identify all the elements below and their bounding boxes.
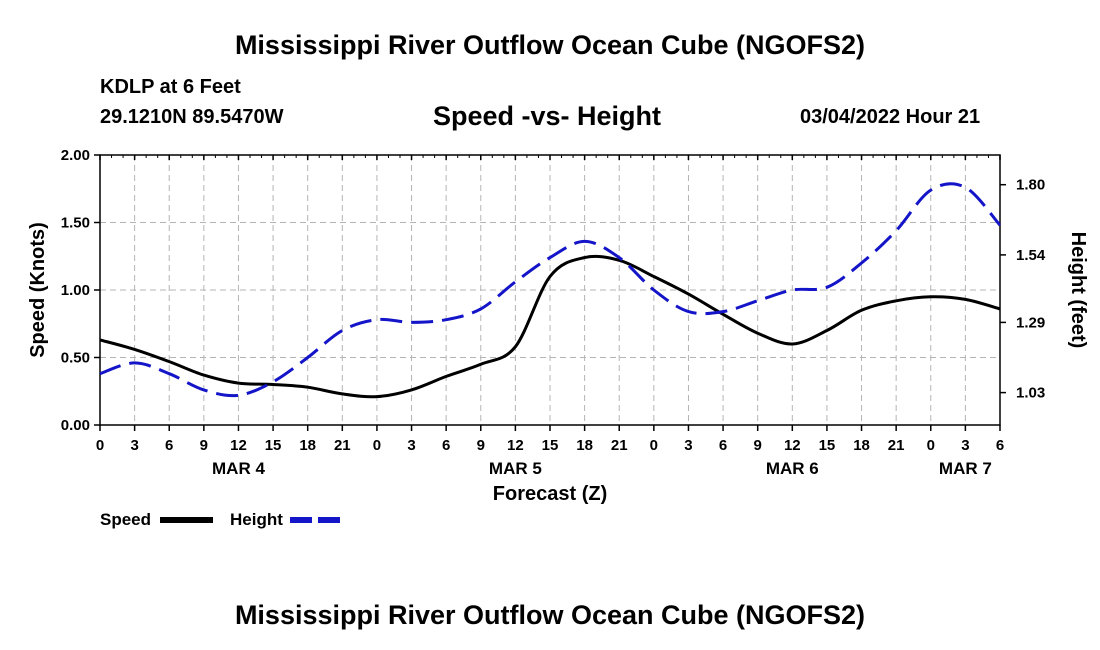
- x-tick-label: 21: [888, 437, 905, 454]
- y-tick-label: 0.50: [61, 350, 90, 367]
- forecast-datetime: 03/04/2022 Hour 21: [800, 106, 981, 128]
- x-tick-label: 12: [784, 437, 801, 454]
- day-label: MAR 5: [489, 459, 542, 478]
- x-tick-label: 0: [927, 437, 935, 454]
- x-tick-label: 15: [265, 437, 282, 454]
- y-tick-label: 1.50: [61, 215, 90, 232]
- x-tick-label: 9: [200, 437, 208, 454]
- x-tick-label: 0: [373, 437, 381, 454]
- x-tick-label: 9: [477, 437, 485, 454]
- y-tick-label: 2.00: [61, 147, 90, 164]
- y2-axis-title: Height (feet): [1067, 232, 1089, 349]
- x-tick-label: 18: [299, 437, 316, 454]
- x-tick-label: 18: [853, 437, 870, 454]
- chart-subtitle: Speed -vs- Height: [433, 101, 662, 131]
- legend-label-speed: Speed: [100, 510, 151, 529]
- series-line-speed: [99, 254, 1001, 399]
- y2-tick-label: 1.54: [1016, 247, 1046, 264]
- day-label: MAR 7: [939, 459, 992, 478]
- y2-tick-label: 1.80: [1016, 177, 1045, 194]
- x-tick-label: 12: [507, 437, 524, 454]
- x-tick-label: 12: [230, 437, 247, 454]
- footer-title: Mississippi River Outflow Ocean Cube (NG…: [234, 600, 866, 630]
- day-label: MAR 4: [212, 459, 265, 478]
- x-tick-label: 21: [611, 437, 628, 454]
- y-tick-label: 0.00: [61, 417, 90, 434]
- x-tick-label: 6: [165, 437, 173, 454]
- x-tick-label: 3: [961, 437, 969, 454]
- x-tick-label: 0: [96, 437, 104, 454]
- legend-label-height: Height: [230, 510, 283, 529]
- chart-title: Mississippi River Outflow Ocean Cube (NG…: [234, 30, 866, 60]
- series-line-height: [99, 182, 1002, 398]
- x-axis-title: Forecast (Z): [493, 483, 607, 505]
- x-tick-label: 6: [996, 437, 1004, 454]
- x-tick-label: 6: [442, 437, 450, 454]
- station-label: KDLP at 6 Feet: [100, 76, 241, 98]
- x-tick-label: 9: [754, 437, 762, 454]
- y-tick-label: 1.00: [61, 282, 90, 299]
- y2-tick-label: 1.29: [1016, 314, 1045, 331]
- x-tick-label: 3: [130, 437, 138, 454]
- x-tick-label: 18: [576, 437, 593, 454]
- x-tick-label: 15: [819, 437, 836, 454]
- x-tick-label: 21: [334, 437, 351, 454]
- y2-tick-label: 1.03: [1016, 385, 1045, 402]
- x-tick-label: 3: [407, 437, 415, 454]
- day-label: MAR 6: [766, 459, 819, 478]
- x-tick-label: 15: [542, 437, 559, 454]
- x-tick-label: 6: [719, 437, 727, 454]
- x-tick-label: 3: [684, 437, 692, 454]
- coordinates-label: 29.1210N 89.5470W: [100, 106, 284, 128]
- y-axis-title: Speed (Knots): [27, 222, 49, 358]
- x-tick-label: 0: [650, 437, 658, 454]
